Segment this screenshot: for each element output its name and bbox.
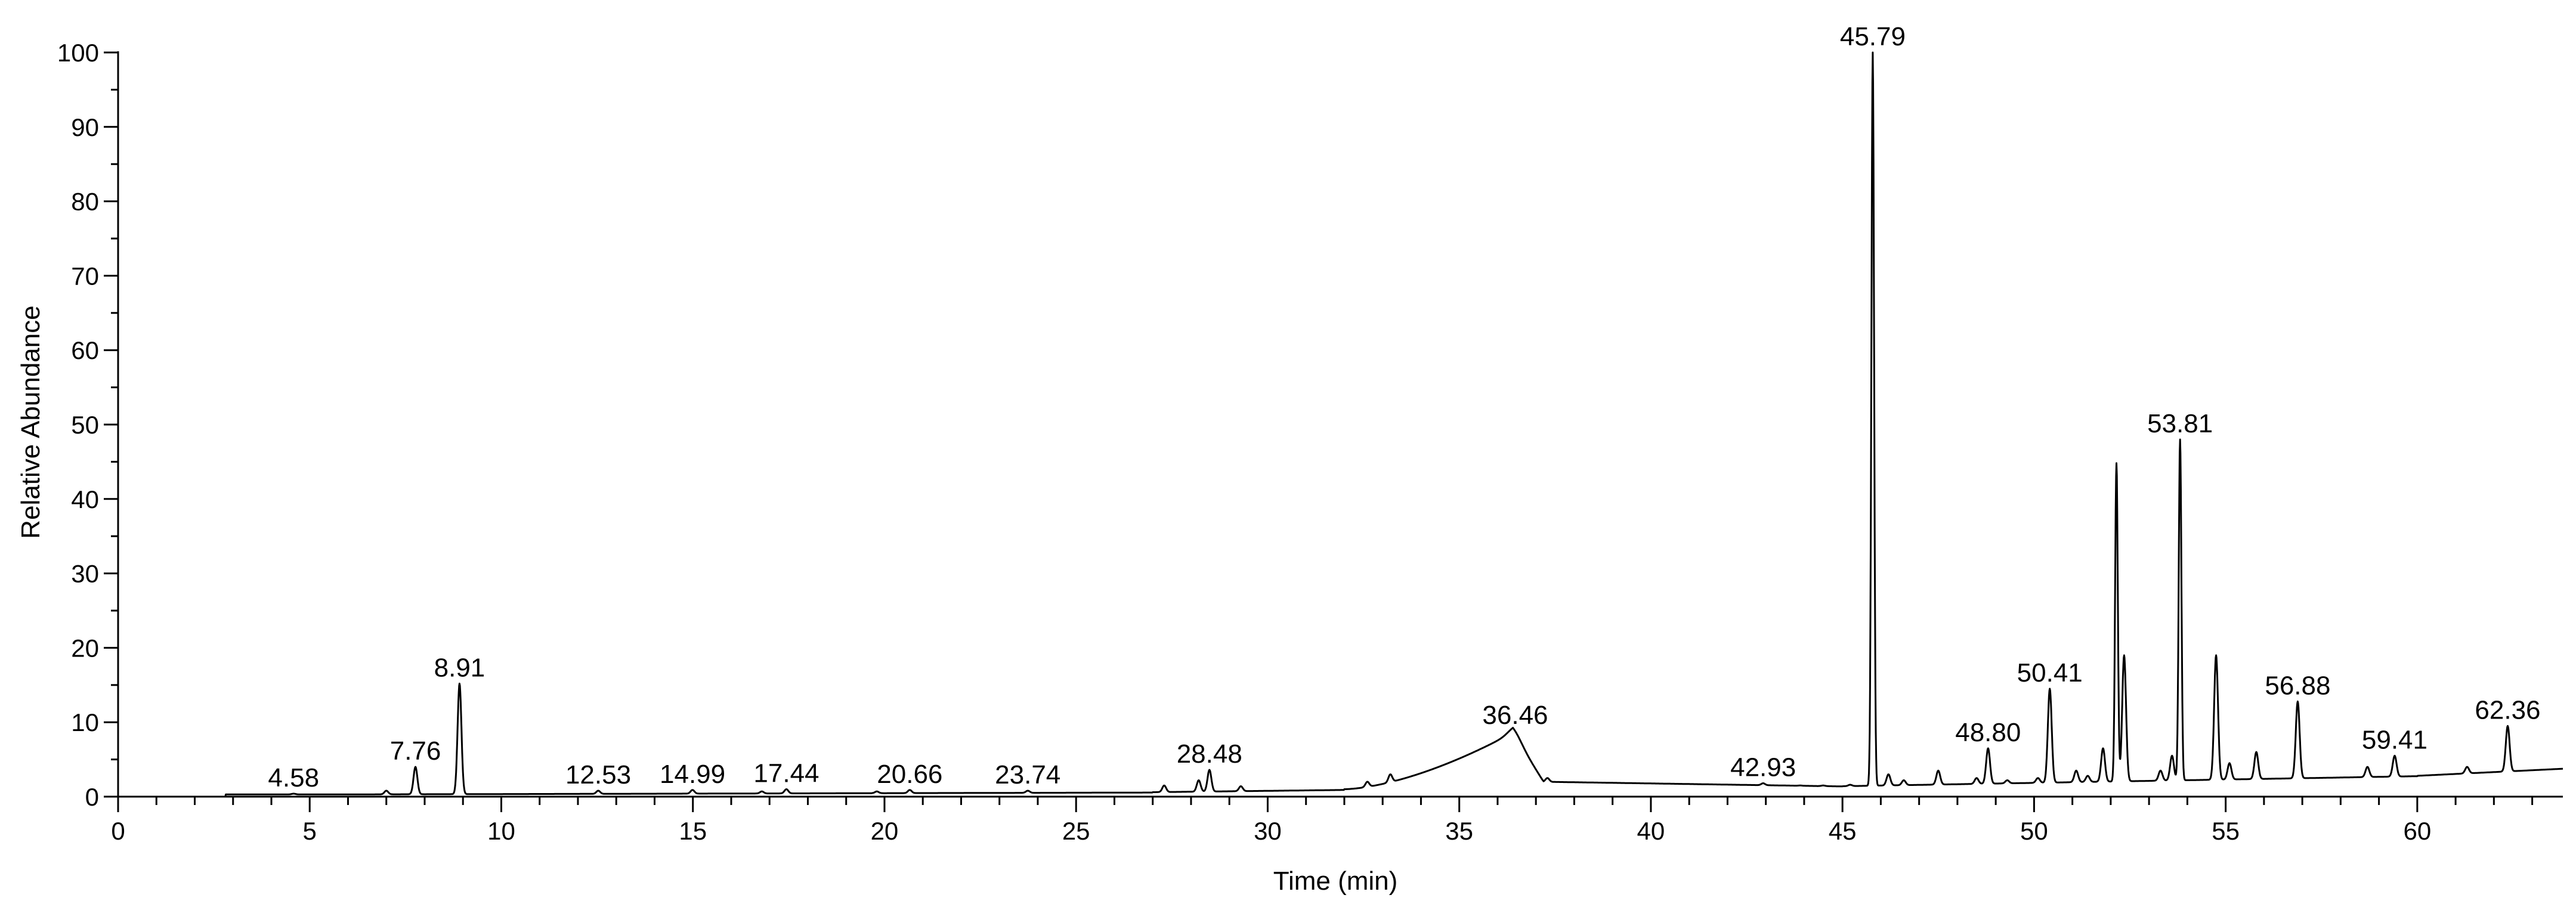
y-tick-label: 10 <box>71 708 99 736</box>
peak-label: 4.58 <box>268 763 319 792</box>
y-tick-label: 60 <box>71 336 99 364</box>
y-axis-title: Relative Abundance <box>16 305 45 538</box>
x-tick-label: 45 <box>1829 817 1857 845</box>
y-tick-label: 40 <box>71 485 99 513</box>
peak-label: 20.66 <box>877 760 942 789</box>
x-tick-label: 55 <box>2212 817 2240 845</box>
peak-labels: 4.58 7.76 8.91 12.53 14.99 17.44 20.66 23.74 28.… <box>268 22 2540 792</box>
y-tick-label: 20 <box>71 634 99 662</box>
peak-label: 17.44 <box>753 759 819 788</box>
y-tick-label: 30 <box>71 560 99 588</box>
x-tick-label: 0 <box>111 817 125 845</box>
peak-label: 45.79 <box>1840 22 1906 51</box>
peak-label: 23.74 <box>995 760 1060 789</box>
y-tick-label: 70 <box>71 262 99 290</box>
peak-label: 7.76 <box>390 736 441 766</box>
peak-label: 14.99 <box>660 760 725 789</box>
peak-label: 56.88 <box>2265 671 2330 700</box>
x-tick-label: 40 <box>1637 817 1665 845</box>
x-tick-label: 10 <box>487 817 515 845</box>
x-tick-label: 25 <box>1062 817 1090 845</box>
x-tick-label: 5 <box>303 817 317 845</box>
peak-label: 8.91 <box>434 653 485 682</box>
x-tick-label: 30 <box>1254 817 1282 845</box>
x-tick-label: 35 <box>1445 817 1473 845</box>
peak-label: 53.81 <box>2147 409 2213 438</box>
peak-label: 62.36 <box>2475 695 2540 724</box>
x-tick-label: 20 <box>871 817 899 845</box>
x-tick-label: 50 <box>2020 817 2048 845</box>
peak-label: 50.41 <box>2017 658 2083 688</box>
peak-label: 36.46 <box>1482 701 1548 730</box>
chromatogram-trace <box>119 51 2563 798</box>
x-axis-title: Time (min) <box>1273 866 1398 896</box>
x-tick-label: 15 <box>679 817 707 845</box>
y-tick-label: 50 <box>71 411 99 439</box>
y-tick-label: 0 <box>85 783 99 811</box>
y-tick-label: 80 <box>71 188 99 216</box>
axes: 0 5 10 15 20 25 30 35 40 45 50 55 60 0 10 20 30 40 50 60 70 8… <box>57 39 2563 845</box>
y-tick-label: 90 <box>71 113 99 141</box>
x-tick-label: 60 <box>2403 817 2431 845</box>
peak-label: 59.41 <box>2362 725 2427 754</box>
peak-label: 12.53 <box>565 760 631 789</box>
peak-label: 28.48 <box>1177 739 1242 769</box>
y-tick-label: 100 <box>57 39 99 67</box>
peak-label: 42.93 <box>1730 753 1796 782</box>
peak-label: 48.80 <box>1955 718 2021 747</box>
